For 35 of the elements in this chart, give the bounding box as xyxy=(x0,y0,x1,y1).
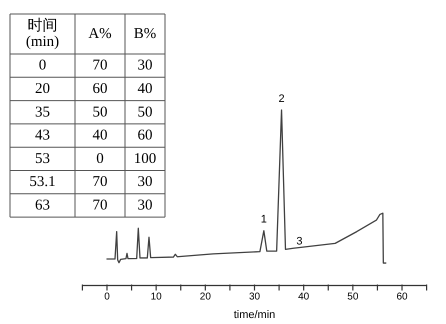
x-tick-label: 60 xyxy=(396,292,408,302)
x-tick-label: 40 xyxy=(298,292,310,302)
data-label: 30 xyxy=(138,58,152,74)
data-label: 70 xyxy=(92,58,108,74)
x-tick-label: 30 xyxy=(248,292,260,302)
data-label: 0 xyxy=(96,150,104,167)
data-label: 70 xyxy=(92,197,108,214)
x-tick-label: A% xyxy=(88,26,112,42)
data-label: 40 xyxy=(92,128,108,144)
y-tick-label: 53 xyxy=(35,150,50,167)
data-label: 100 xyxy=(134,150,156,167)
data-label: 70 xyxy=(92,174,108,190)
y-tick-label: 20 xyxy=(35,80,50,97)
data-label: 30 xyxy=(138,197,152,214)
data-label: 60 xyxy=(92,80,108,97)
x-tick-label: 20 xyxy=(200,292,212,302)
data-label: 50 xyxy=(92,104,108,120)
y-tick-label: 0 xyxy=(38,58,46,74)
data-label: 60 xyxy=(138,128,152,144)
y-tick-label: 53.1 xyxy=(29,174,56,190)
x-axis-title: time/min xyxy=(234,309,276,321)
data-label: 40 xyxy=(138,80,152,97)
annotation: 1 xyxy=(260,214,267,226)
x-tick-label: 10 xyxy=(150,292,162,302)
y-tick-label: 43 xyxy=(35,128,50,144)
x-tick-label: 50 xyxy=(347,292,359,302)
y-tick-label: 35 xyxy=(35,104,50,120)
data-label: 30 xyxy=(138,174,152,190)
data-label: 50 xyxy=(138,104,152,120)
annotation: 3 xyxy=(296,235,302,248)
y-axis-title: 时间 (min) xyxy=(26,17,60,50)
y-tick-label: 63 xyxy=(35,197,50,214)
x-tick-label: B% xyxy=(134,26,156,42)
annotation: 2 xyxy=(278,93,285,105)
x-tick-label: 0 xyxy=(104,292,110,302)
